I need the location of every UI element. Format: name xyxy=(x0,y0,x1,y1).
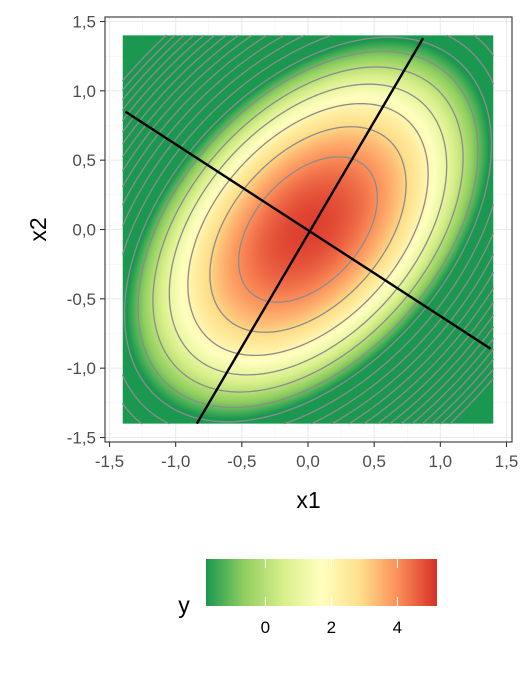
y-axis-title: x2 xyxy=(25,217,51,241)
contour-line xyxy=(122,34,494,425)
contour-line xyxy=(122,34,494,425)
legend-tick-label: 0 xyxy=(261,618,270,637)
x-axis: -1,5 -1,0 -0,5 0,0 0,5 1,0 1,5 xyxy=(95,442,518,471)
legend-tick-label: 4 xyxy=(393,618,402,637)
legend: y 0 2 4 xyxy=(178,559,437,637)
contour-line xyxy=(122,34,494,425)
legend-tick-label: 2 xyxy=(327,618,336,637)
y-tick-label: 0,0 xyxy=(72,221,96,240)
x-tick-label: 0,5 xyxy=(362,452,386,471)
y-tick-label: 1,0 xyxy=(72,82,96,101)
contour-line xyxy=(122,34,494,425)
y-axis: 1,5 1,0 0,5 0,0 -0,5 -1,0 -1,5 xyxy=(67,13,105,448)
x-tick-label: -1,5 xyxy=(95,452,124,471)
x-tick-label: 1,0 xyxy=(429,452,453,471)
x-tick-label: -1,0 xyxy=(161,452,190,471)
contour-line xyxy=(187,102,429,357)
contour-line xyxy=(122,34,494,425)
contour-line xyxy=(122,34,494,425)
contour-line xyxy=(122,34,494,425)
principal-axes xyxy=(124,37,492,425)
contour-line xyxy=(122,34,494,425)
contour-line xyxy=(123,36,493,423)
contour-line xyxy=(168,83,448,376)
legend-title: y xyxy=(178,592,190,618)
contour-line xyxy=(122,34,494,425)
x-tick-label: 1,5 xyxy=(495,452,519,471)
contour-line xyxy=(209,126,407,333)
y-tick-label: 1,5 xyxy=(72,13,96,32)
contour-line xyxy=(122,34,494,425)
y-tick-label: -1,0 xyxy=(67,359,96,378)
y-tick-label: -0,5 xyxy=(67,290,96,309)
principal-axis-line xyxy=(124,110,492,350)
contour-lines xyxy=(122,34,494,425)
contour-line xyxy=(152,66,464,393)
x-axis-title: x1 xyxy=(296,487,320,513)
x-tick-label: 0,0 xyxy=(296,452,320,471)
x-tick-label: -0,5 xyxy=(227,452,256,471)
y-tick-label: -1,5 xyxy=(67,429,96,448)
contour-line xyxy=(238,156,378,303)
contour-line xyxy=(137,50,479,409)
legend-colorbar xyxy=(206,559,437,606)
legend-ticks: 0 2 4 xyxy=(261,559,402,637)
y-tick-label: 0,5 xyxy=(72,151,96,170)
contour-line xyxy=(122,34,494,425)
contour-line xyxy=(122,34,494,425)
